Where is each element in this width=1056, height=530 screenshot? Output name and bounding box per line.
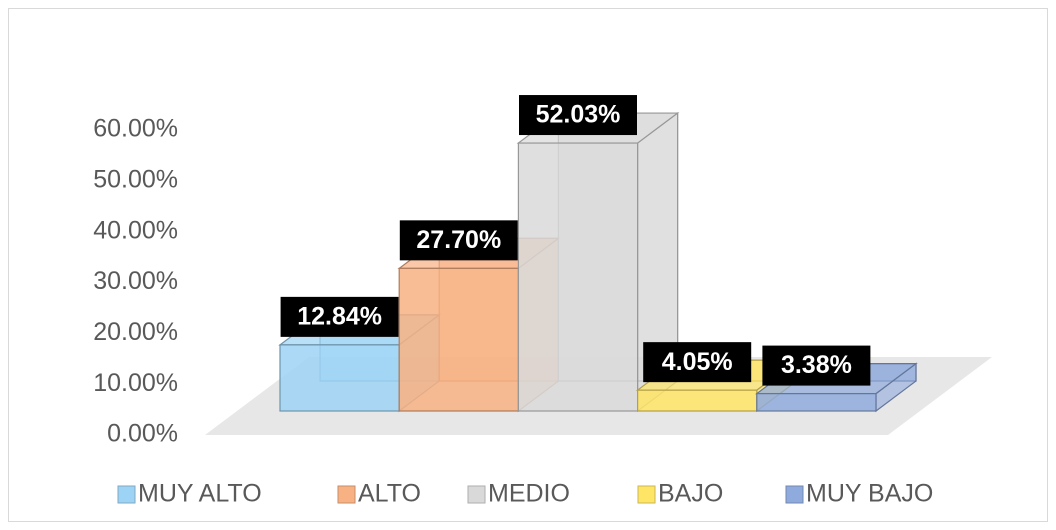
legend-label: MEDIO <box>488 480 570 508</box>
y-tick-label: 30.00% <box>93 267 178 295</box>
bar <box>398 267 520 412</box>
y-tick-label: 20.00% <box>93 318 178 346</box>
value-label: 3.38% <box>781 351 852 379</box>
bar <box>636 389 758 412</box>
legend-swatch <box>337 485 356 504</box>
bar <box>279 344 400 412</box>
legend-swatch <box>785 485 804 504</box>
value-label: 27.70% <box>416 226 501 254</box>
bar <box>756 392 877 412</box>
bar <box>517 142 639 412</box>
value-label-bg <box>280 296 399 337</box>
legend-label: ALTO <box>358 480 421 508</box>
y-tick-label: 40.00% <box>93 216 178 244</box>
value-label-bg <box>643 342 752 383</box>
value-label: 4.05% <box>662 348 733 376</box>
y-tick-label: 0.00% <box>107 420 178 448</box>
value-label-bg <box>399 220 518 261</box>
value-label: 12.84% <box>297 302 382 330</box>
legend-label: BAJO <box>658 480 723 508</box>
legend-swatch <box>467 485 486 504</box>
legend-swatch <box>637 485 656 504</box>
value-label: 52.03% <box>536 101 621 129</box>
y-tick-label: 10.00% <box>93 369 178 397</box>
value-label-bg <box>762 345 871 386</box>
y-tick-label: 50.00% <box>93 165 178 193</box>
value-label-bg <box>519 95 637 136</box>
legend-label: MUY BAJO <box>806 480 933 508</box>
legend-swatch <box>117 485 136 504</box>
y-tick-label: 60.00% <box>93 115 178 143</box>
legend-label: MUY ALTO <box>138 480 262 508</box>
